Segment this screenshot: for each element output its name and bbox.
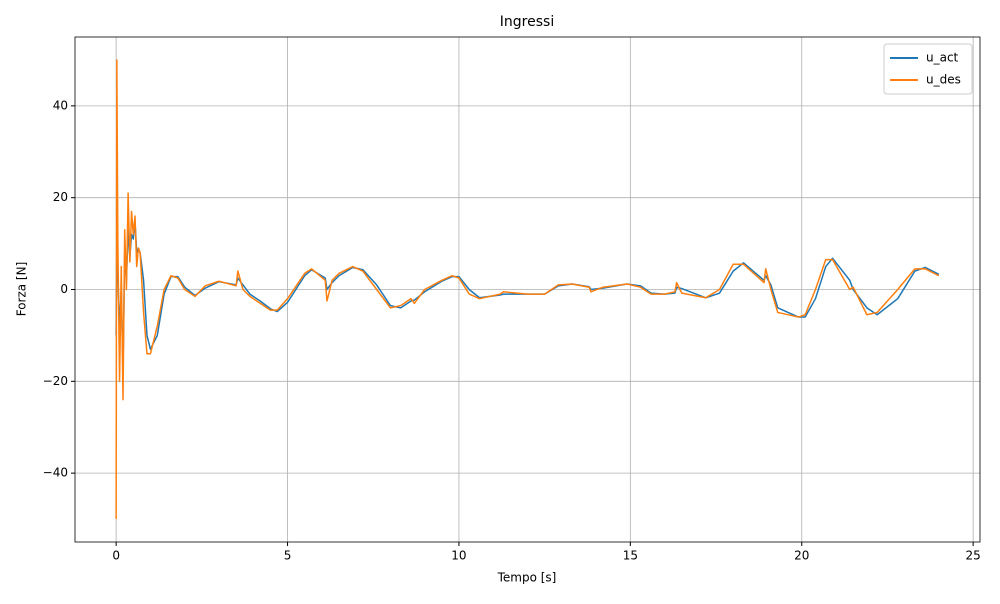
y-tick-label: −20 xyxy=(43,374,68,388)
x-tick-label: 15 xyxy=(623,549,638,563)
data-line xyxy=(115,219,940,373)
legend-label: u_des xyxy=(926,73,961,87)
plot-frame xyxy=(74,36,981,543)
x-tick-label: 25 xyxy=(966,549,981,563)
y-tick-label: 20 xyxy=(53,190,68,204)
y-tick-label: 0 xyxy=(60,282,68,296)
x-tick-label: 5 xyxy=(284,549,292,563)
x-tick-label: 20 xyxy=(794,549,809,563)
legend-label: u_act xyxy=(926,51,959,65)
y-tick-label: −40 xyxy=(43,466,68,480)
y-axis-label: Forza [N] xyxy=(15,262,29,317)
y-tick-label: 40 xyxy=(53,98,68,112)
chart-title: Ingressi xyxy=(500,14,554,30)
x-tick-label: 0 xyxy=(112,549,120,563)
x-tick-label: 10 xyxy=(451,549,466,563)
data-line xyxy=(115,59,940,520)
legend-box xyxy=(883,43,973,95)
x-axis-label: Tempo [s] xyxy=(497,571,557,585)
